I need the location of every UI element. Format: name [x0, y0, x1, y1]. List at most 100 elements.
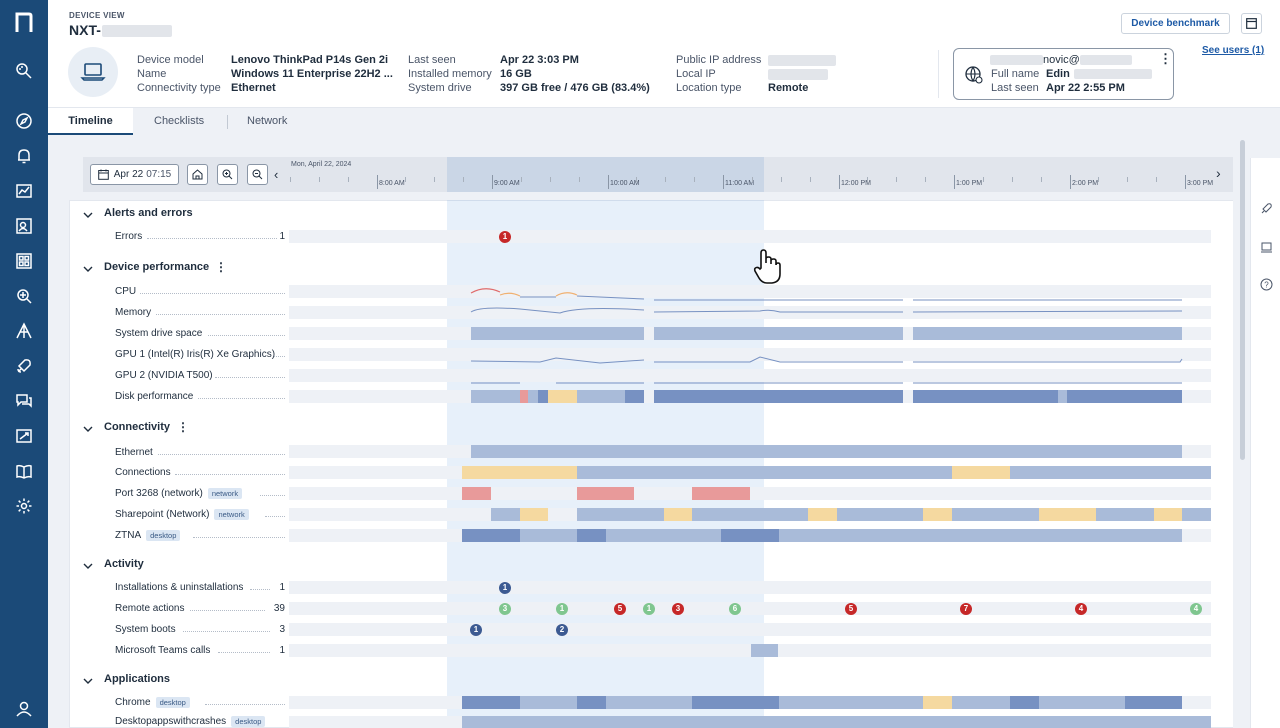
- timeline-segment[interactable]: [462, 487, 491, 500]
- timeline-segment[interactable]: [548, 390, 577, 403]
- timeline-segment[interactable]: [577, 696, 606, 709]
- zoom-out-button[interactable]: [247, 164, 268, 185]
- timeline-segment[interactable]: [664, 508, 692, 521]
- help-icon[interactable]: ?: [1260, 278, 1273, 294]
- nexthink-logo-icon[interactable]: [14, 10, 34, 34]
- event-badge[interactable]: 1: [643, 603, 655, 615]
- timeline-segment[interactable]: [1154, 508, 1182, 521]
- timeline-segment[interactable]: [952, 508, 1039, 521]
- rocket-icon[interactable]: [13, 355, 35, 377]
- event-badge[interactable]: 3: [499, 603, 511, 615]
- network-icon[interactable]: [13, 320, 35, 342]
- timeline-segment[interactable]: [538, 390, 548, 403]
- see-users-link[interactable]: See users (1): [1202, 45, 1265, 56]
- remote-action-icon[interactable]: [13, 425, 35, 447]
- timeline-segment[interactable]: [779, 696, 923, 709]
- event-badge[interactable]: 3: [672, 603, 684, 615]
- apps-grid-icon[interactable]: [13, 250, 35, 272]
- selection-range-header[interactable]: [447, 157, 764, 192]
- timeline-segment[interactable]: [692, 487, 750, 500]
- event-badge[interactable]: 6: [729, 603, 741, 615]
- timeline-segment[interactable]: [751, 644, 778, 657]
- timeline-segment[interactable]: [692, 696, 779, 709]
- timeline-segment[interactable]: [1039, 508, 1096, 521]
- bell-icon[interactable]: [13, 145, 35, 167]
- panel-toggle-icon[interactable]: [1241, 13, 1262, 34]
- timeline-segment[interactable]: [491, 508, 520, 521]
- timeline-segment[interactable]: [577, 466, 952, 479]
- timeline-segment[interactable]: [471, 445, 1182, 458]
- vertical-scrollbar[interactable]: [1240, 140, 1245, 460]
- timeline-segment[interactable]: [462, 716, 1211, 728]
- timeline-segment[interactable]: [528, 390, 538, 403]
- chevron-down-icon[interactable]: [82, 209, 94, 221]
- investigation-icon[interactable]: [13, 285, 35, 307]
- tab-timeline[interactable]: Timeline: [48, 108, 133, 135]
- timeline-segment[interactable]: [923, 508, 952, 521]
- timeline-segment[interactable]: [913, 390, 1058, 403]
- event-badge[interactable]: 4: [1190, 603, 1202, 615]
- event-badge[interactable]: 5: [845, 603, 857, 615]
- scroll-left-icon[interactable]: ‹: [274, 167, 279, 182]
- timeline-segment[interactable]: [1010, 696, 1039, 709]
- timeline-segment[interactable]: [1039, 696, 1125, 709]
- date-picker-button[interactable]: Apr 22 07:15: [90, 164, 179, 185]
- tab-checklists[interactable]: Checklists: [154, 115, 205, 127]
- zoom-in-button[interactable]: [217, 164, 238, 185]
- event-badge[interactable]: 5: [614, 603, 626, 615]
- library-book-icon[interactable]: [13, 460, 35, 482]
- event-badge[interactable]: 2: [556, 624, 568, 636]
- timeline-segment[interactable]: [606, 529, 721, 542]
- chevron-down-icon[interactable]: [82, 675, 94, 687]
- search-icon[interactable]: [13, 60, 35, 82]
- rocket-icon[interactable]: [1260, 202, 1273, 218]
- timeline-segment[interactable]: [1058, 390, 1067, 403]
- chat-icon[interactable]: [13, 390, 35, 412]
- timeline-segment[interactable]: [779, 529, 1182, 542]
- event-badge[interactable]: 1: [556, 603, 568, 615]
- scroll-right-icon[interactable]: ›: [1216, 165, 1221, 181]
- timeline-segment[interactable]: [471, 327, 644, 340]
- timeline-segment[interactable]: [1182, 508, 1211, 521]
- event-badge[interactable]: 1: [499, 231, 511, 243]
- user-card-kebab-icon[interactable]: ⋮: [1159, 51, 1172, 66]
- timeline-segment[interactable]: [520, 696, 577, 709]
- user-card[interactable]: novic@ Full name Edin Last seen Apr 22 2:5…: [953, 48, 1174, 100]
- user-search-icon[interactable]: [13, 215, 35, 237]
- settings-gear-icon[interactable]: [13, 495, 35, 517]
- timeline-segment[interactable]: [952, 696, 1010, 709]
- timeline-segment[interactable]: [462, 529, 520, 542]
- timeline-segment[interactable]: [952, 466, 1010, 479]
- timeline-segment[interactable]: [654, 327, 903, 340]
- timeline-segment[interactable]: [1125, 696, 1182, 709]
- timeline-segment[interactable]: [913, 327, 1182, 340]
- timeline-segment[interactable]: [606, 696, 692, 709]
- timeline-segment[interactable]: [692, 508, 808, 521]
- dashboard-icon[interactable]: [13, 180, 35, 202]
- device-icon[interactable]: [1260, 241, 1273, 257]
- timeline-segment[interactable]: [577, 529, 606, 542]
- connectivity-kebab-icon[interactable]: ⋮: [177, 420, 189, 434]
- chevron-down-icon[interactable]: [82, 423, 94, 435]
- user-profile-icon[interactable]: [13, 698, 35, 720]
- timeline-segment[interactable]: [1096, 508, 1154, 521]
- timeline-segment[interactable]: [721, 529, 779, 542]
- home-button[interactable]: [187, 164, 208, 185]
- timeline-segment[interactable]: [471, 390, 520, 403]
- timeline-segment[interactable]: [1067, 390, 1182, 403]
- timeline-segment[interactable]: [1010, 466, 1211, 479]
- timeline-segment[interactable]: [923, 696, 952, 709]
- event-badge[interactable]: 1: [499, 582, 511, 594]
- performance-kebab-icon[interactable]: ⋮: [215, 260, 227, 274]
- event-badge[interactable]: 4: [1075, 603, 1087, 615]
- timeline-segment[interactable]: [577, 487, 634, 500]
- chevron-down-icon[interactable]: [82, 560, 94, 572]
- timeline-segment[interactable]: [808, 508, 837, 521]
- timeline-segment[interactable]: [625, 390, 644, 403]
- timeline-segment[interactable]: [462, 466, 577, 479]
- timeline-segment[interactable]: [520, 390, 528, 403]
- timeline-segment[interactable]: [462, 696, 520, 709]
- chevron-down-icon[interactable]: [82, 263, 94, 275]
- timeline-segment[interactable]: [577, 390, 625, 403]
- timeline-segment[interactable]: [520, 529, 577, 542]
